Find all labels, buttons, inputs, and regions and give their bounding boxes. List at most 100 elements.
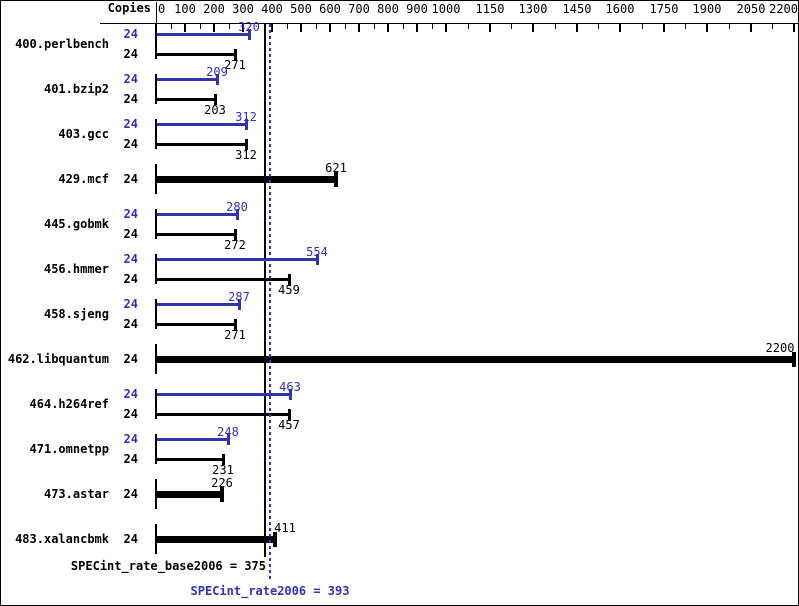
result-bar-endcap xyxy=(234,229,237,240)
result-value-label: 271 xyxy=(224,328,246,342)
x-axis-tick-label: 2200 xyxy=(769,2,798,16)
benchmark-label: 462.libquantum xyxy=(7,352,109,366)
result-bar-endcap xyxy=(234,49,237,60)
result-bar-base xyxy=(157,413,289,416)
result-value-label: 2200 xyxy=(765,341,795,355)
result-value-label: 312 xyxy=(235,148,257,162)
result-value-label: 287 xyxy=(228,290,250,304)
x-axis-major-tick xyxy=(155,24,157,32)
result-bar-base xyxy=(157,98,215,101)
benchmark-axis-bracket xyxy=(155,434,157,464)
x-axis-tick-label: 100 xyxy=(174,2,196,16)
result-bar-peak xyxy=(157,393,290,396)
benchmark-axis-bracket xyxy=(155,74,157,104)
result-bar-endcap xyxy=(289,389,292,400)
benchmark-axis-bracket xyxy=(155,344,157,374)
result-bar-peak xyxy=(157,123,246,126)
x-axis-tick-label: 1600 xyxy=(605,2,635,16)
benchmark-label: 458.sjeng xyxy=(43,307,109,321)
x-axis-line xyxy=(100,23,798,24)
x-axis-minor-tick xyxy=(229,24,230,29)
benchmark-label: 473.astar xyxy=(43,487,109,501)
x-axis-tick-label: 1300 xyxy=(518,2,548,16)
result-bar-peak xyxy=(157,438,228,441)
x-axis-minor-tick xyxy=(374,24,375,29)
base-median-line xyxy=(264,24,266,557)
benchmark-axis-bracket xyxy=(155,254,157,284)
copies-value: 24 xyxy=(123,452,138,466)
result-bar-endcap xyxy=(273,532,277,547)
x-axis-major-tick xyxy=(387,24,389,32)
copies-value: 24 xyxy=(123,117,138,131)
result-bar-endcap xyxy=(245,119,248,130)
copies-value: 24 xyxy=(123,407,138,421)
result-bar-endcap xyxy=(248,29,251,40)
benchmark-label: 464.h264ref xyxy=(29,397,109,411)
benchmark-label: 403.gcc xyxy=(58,127,109,141)
result-bar-base xyxy=(157,323,235,326)
x-axis-minor-tick xyxy=(772,24,773,29)
peak-median-line xyxy=(269,24,271,581)
copies-value: 24 xyxy=(123,47,138,61)
result-value-label: 463 xyxy=(279,380,301,394)
x-axis-tick-label: 1750 xyxy=(649,2,679,16)
x-axis-minor-tick xyxy=(642,24,643,29)
result-value-label: 209 xyxy=(206,65,228,79)
benchmark-axis-bracket xyxy=(155,479,157,509)
result-bar-peak xyxy=(157,213,237,216)
result-bar-both xyxy=(157,356,794,363)
x-axis-major-tick xyxy=(358,24,360,32)
result-bar-endcap xyxy=(316,254,319,265)
result-bar-endcap xyxy=(792,352,796,367)
x-axis-major-tick xyxy=(663,24,665,32)
benchmark-axis-bracket xyxy=(155,119,157,149)
x-axis-major-tick xyxy=(329,24,331,32)
copies-value: 24 xyxy=(123,487,138,501)
copies-value: 24 xyxy=(123,532,138,546)
x-axis-minor-tick xyxy=(171,24,172,29)
x-axis-tick-label: 400 xyxy=(261,2,283,16)
x-axis-major-tick xyxy=(793,24,795,32)
x-axis-minor-tick xyxy=(403,24,404,29)
copies-value: 24 xyxy=(123,92,138,106)
x-axis-major-tick xyxy=(489,24,491,32)
x-axis-minor-tick xyxy=(555,24,556,29)
copies-column-header: Copies xyxy=(107,1,151,15)
result-bar-both xyxy=(157,491,222,498)
x-axis-tick-label: 200 xyxy=(203,2,225,16)
result-bar-endcap xyxy=(227,434,230,445)
x-axis-tick-label: 1900 xyxy=(692,2,722,16)
result-value-label: 280 xyxy=(226,200,248,214)
result-value-label: 554 xyxy=(306,245,328,259)
result-bar-peak xyxy=(157,303,239,306)
result-value-label: 272 xyxy=(224,238,246,252)
result-value-label: 320 xyxy=(238,20,260,34)
result-bar-endcap xyxy=(214,94,217,105)
benchmark-label: 483.xalancbmk xyxy=(15,532,109,546)
x-axis-major-tick xyxy=(445,24,447,32)
x-axis-tick-label: 300 xyxy=(232,2,254,16)
result-value-label: 457 xyxy=(278,418,300,432)
benchmark-label: 429.mcf xyxy=(58,172,109,186)
result-value-label: 411 xyxy=(274,521,296,535)
x-axis-tick-label: 1450 xyxy=(562,2,592,16)
result-bar-endcap xyxy=(245,139,248,150)
x-axis-tick-label: 0 xyxy=(158,2,166,16)
benchmark-axis-bracket xyxy=(155,209,157,239)
x-axis-major-tick xyxy=(619,24,621,32)
copies-value: 24 xyxy=(123,252,138,266)
result-bar-both xyxy=(157,536,275,543)
x-axis-major-tick xyxy=(416,24,418,32)
x-axis-major-tick xyxy=(300,24,302,32)
x-axis-tick-label: 1000 xyxy=(431,2,461,16)
result-bar-endcap xyxy=(216,74,219,85)
x-axis-major-tick xyxy=(242,24,244,32)
result-value-label: 231 xyxy=(212,463,234,477)
copies-value: 24 xyxy=(123,172,138,186)
x-axis-minor-tick xyxy=(685,24,686,29)
copies-value: 24 xyxy=(123,72,138,86)
benchmark-axis-bracket xyxy=(155,164,157,194)
x-axis-minor-tick xyxy=(729,24,730,29)
x-axis-major-tick xyxy=(532,24,534,32)
